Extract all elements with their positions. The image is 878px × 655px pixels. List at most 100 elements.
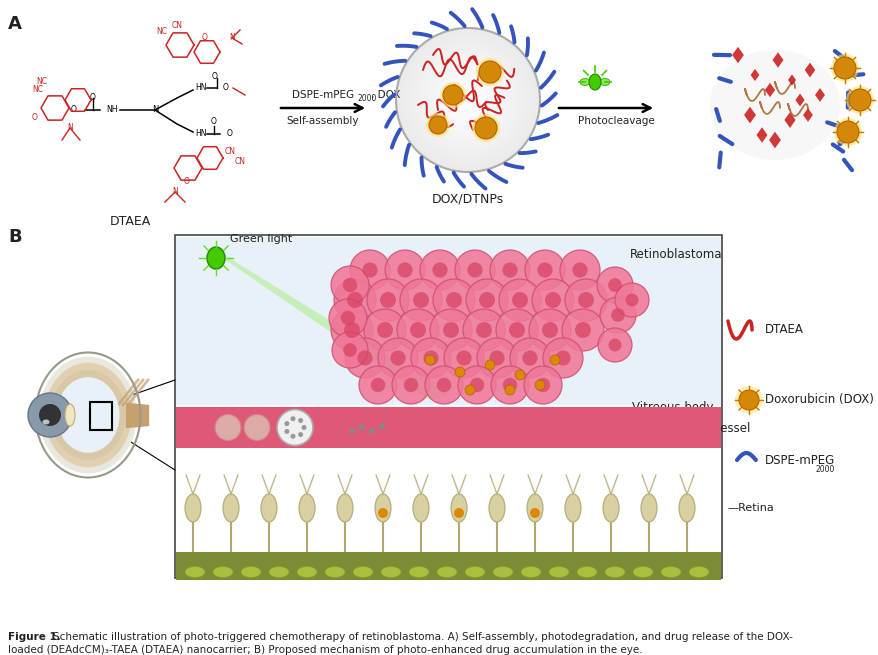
Circle shape xyxy=(502,263,517,278)
Ellipse shape xyxy=(709,50,839,160)
Circle shape xyxy=(362,263,378,278)
Circle shape xyxy=(420,250,459,290)
Circle shape xyxy=(341,310,355,326)
Circle shape xyxy=(407,40,528,160)
Circle shape xyxy=(572,263,587,278)
Circle shape xyxy=(465,98,470,102)
Ellipse shape xyxy=(299,494,314,522)
Circle shape xyxy=(378,508,387,518)
Circle shape xyxy=(445,292,462,308)
Circle shape xyxy=(414,46,522,154)
Circle shape xyxy=(409,42,525,158)
Circle shape xyxy=(334,279,376,321)
Circle shape xyxy=(244,415,270,441)
Bar xyxy=(175,235,721,578)
Polygon shape xyxy=(795,94,803,106)
Circle shape xyxy=(469,378,484,392)
Circle shape xyxy=(328,299,367,337)
Ellipse shape xyxy=(521,567,540,578)
Circle shape xyxy=(284,429,289,434)
Circle shape xyxy=(443,76,492,124)
Circle shape xyxy=(298,432,303,437)
Circle shape xyxy=(535,380,544,390)
Circle shape xyxy=(342,343,356,357)
Ellipse shape xyxy=(40,356,137,474)
Polygon shape xyxy=(764,83,774,97)
Circle shape xyxy=(367,279,408,321)
Ellipse shape xyxy=(380,567,400,578)
Circle shape xyxy=(505,385,515,395)
Circle shape xyxy=(277,409,313,445)
Ellipse shape xyxy=(632,567,652,578)
Circle shape xyxy=(456,350,471,365)
Ellipse shape xyxy=(206,247,225,269)
Circle shape xyxy=(465,279,507,321)
Circle shape xyxy=(397,309,438,351)
Text: O: O xyxy=(184,178,190,187)
Circle shape xyxy=(625,293,637,307)
Circle shape xyxy=(331,266,369,304)
Ellipse shape xyxy=(413,494,428,522)
Circle shape xyxy=(555,350,570,365)
Text: O: O xyxy=(202,33,208,43)
Circle shape xyxy=(437,70,498,130)
Polygon shape xyxy=(743,107,755,123)
Circle shape xyxy=(443,338,484,378)
Text: DTAEA: DTAEA xyxy=(109,215,150,228)
Polygon shape xyxy=(814,88,824,102)
Circle shape xyxy=(332,332,368,368)
Bar xyxy=(176,407,720,448)
Circle shape xyxy=(425,366,463,404)
Text: A: A xyxy=(8,15,22,33)
Text: NC: NC xyxy=(156,28,168,37)
Circle shape xyxy=(453,508,464,518)
Circle shape xyxy=(455,250,494,290)
Circle shape xyxy=(379,292,395,308)
Text: NH: NH xyxy=(106,105,118,115)
Circle shape xyxy=(28,393,72,437)
Ellipse shape xyxy=(325,567,344,578)
Bar xyxy=(176,237,720,405)
Text: 2000: 2000 xyxy=(815,465,834,474)
Ellipse shape xyxy=(212,567,233,578)
Text: Green light: Green light xyxy=(230,234,291,244)
Circle shape xyxy=(559,250,600,290)
Text: DSPE-mPEG: DSPE-mPEG xyxy=(764,453,834,466)
Text: DTAEA: DTAEA xyxy=(764,324,803,337)
Ellipse shape xyxy=(241,567,261,578)
Circle shape xyxy=(435,68,500,132)
Circle shape xyxy=(440,82,465,108)
Text: B: B xyxy=(8,228,22,246)
Text: O: O xyxy=(90,93,96,102)
Ellipse shape xyxy=(600,79,609,86)
Ellipse shape xyxy=(660,567,680,578)
Ellipse shape xyxy=(184,494,201,522)
Circle shape xyxy=(615,283,648,317)
Ellipse shape xyxy=(408,567,428,578)
Circle shape xyxy=(485,360,494,370)
Polygon shape xyxy=(750,69,759,81)
Circle shape xyxy=(848,89,870,111)
Circle shape xyxy=(455,367,464,377)
Ellipse shape xyxy=(45,363,132,467)
Circle shape xyxy=(349,428,355,434)
Circle shape xyxy=(565,279,607,321)
Ellipse shape xyxy=(375,494,391,522)
Circle shape xyxy=(398,30,537,170)
Text: Figure 1.: Figure 1. xyxy=(8,632,61,642)
Circle shape xyxy=(432,263,447,278)
Text: Self-assembly: Self-assembly xyxy=(286,116,359,126)
Circle shape xyxy=(561,309,603,351)
Circle shape xyxy=(479,61,500,83)
Circle shape xyxy=(39,404,61,426)
Circle shape xyxy=(529,309,571,351)
Circle shape xyxy=(418,50,517,150)
Text: O: O xyxy=(71,105,77,115)
Circle shape xyxy=(215,415,241,441)
Circle shape xyxy=(495,309,537,351)
Circle shape xyxy=(515,370,524,380)
Ellipse shape xyxy=(436,567,457,578)
Ellipse shape xyxy=(688,567,709,578)
Circle shape xyxy=(433,279,474,321)
Circle shape xyxy=(397,263,412,278)
